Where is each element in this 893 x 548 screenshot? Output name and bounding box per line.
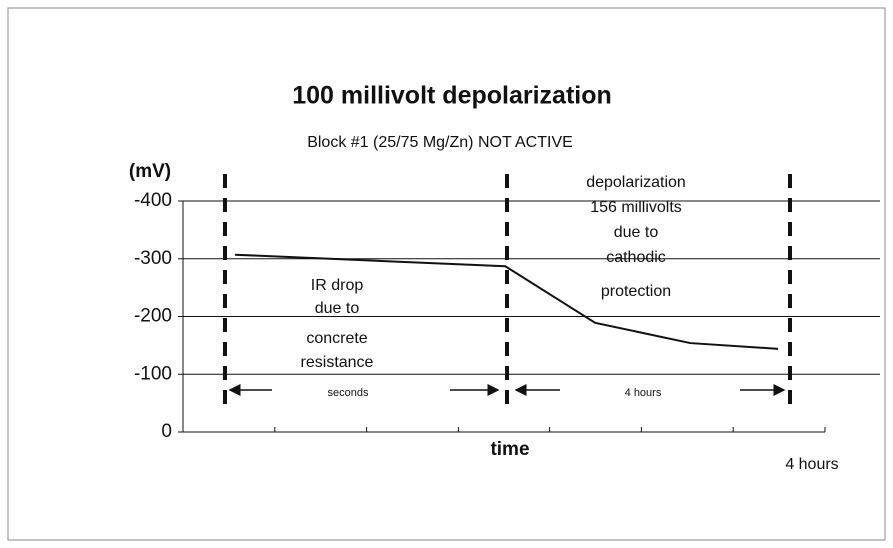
annotation: seconds bbox=[328, 387, 369, 399]
annotation: depolarization bbox=[586, 174, 686, 191]
annotation: due to bbox=[614, 224, 659, 241]
y-tick-label: 0 bbox=[161, 421, 172, 442]
annotation: cathodic bbox=[606, 249, 666, 266]
annotation: IR drop bbox=[311, 277, 364, 294]
y-tick-label: -300 bbox=[134, 248, 172, 269]
annotation: due to bbox=[315, 300, 360, 317]
y-axis-label: (mV) bbox=[129, 161, 171, 182]
chart-title: 100 millivolt depolarization bbox=[292, 82, 612, 110]
y-tick-label: -200 bbox=[134, 306, 172, 327]
phase-dividers bbox=[223, 174, 792, 412]
y-tick-label: -100 bbox=[134, 363, 172, 384]
annotation: 4 hours bbox=[625, 387, 662, 399]
annotation: protection bbox=[601, 283, 671, 300]
frame bbox=[7, 7, 886, 541]
y-tick-label: -400 bbox=[134, 190, 172, 211]
x-axis-label: time bbox=[490, 439, 529, 460]
annotation: concrete bbox=[306, 330, 367, 347]
annotation: 156 millivolts bbox=[590, 199, 682, 216]
x-end-label: 4 hours bbox=[785, 456, 838, 473]
annotation: resistance bbox=[301, 354, 374, 371]
data-line bbox=[234, 253, 779, 350]
chart-subtitle: Block #1 (25/75 Mg/Zn) NOT ACTIVE bbox=[307, 134, 573, 151]
